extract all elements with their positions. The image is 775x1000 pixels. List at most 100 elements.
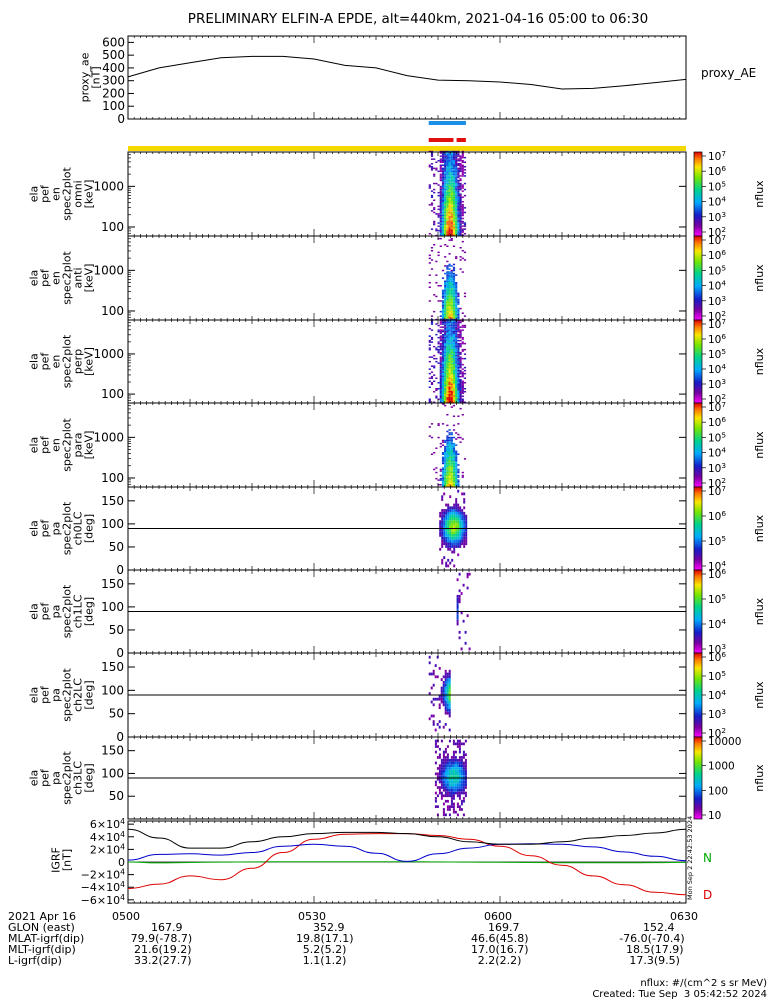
heatmap-cell (439, 318, 442, 320)
heatmap-cell (461, 161, 464, 163)
heatmap-cell (437, 341, 440, 343)
heatmap-cell (457, 225, 460, 227)
heatmap-cell (437, 484, 440, 486)
heatmap-cell (450, 769, 453, 773)
heatmap-cell (452, 753, 455, 757)
heatmap-cell (448, 470, 451, 472)
heatmap-cell (466, 575, 469, 579)
heatmap-cell (456, 611, 459, 615)
y-tick-label: 50 (109, 789, 124, 803)
heatmap-cell (457, 528, 460, 532)
heatmap-cell (450, 365, 453, 367)
heatmap-cell (441, 219, 445, 221)
heatmap-cell (448, 388, 451, 390)
heatmap-cell (463, 531, 466, 535)
heatmap-cell (449, 511, 452, 515)
heatmap-cell (455, 219, 458, 221)
heatmap-cell (446, 245, 449, 247)
heatmap-cell (439, 345, 442, 348)
heatmap-cell (455, 398, 458, 400)
heatmap-cell (455, 289, 458, 292)
heatmap-cell (450, 388, 453, 390)
heatmap-cell (459, 539, 462, 543)
heatmap-cell (455, 326, 458, 328)
heatmap-cell (450, 449, 453, 451)
heatmap-cell (448, 728, 451, 732)
heatmap-cell (428, 368, 431, 370)
heatmap-cell (452, 357, 456, 360)
heatmap-cell (446, 359, 449, 361)
heatmap-cell (455, 356, 458, 358)
heatmap-cell (445, 517, 448, 521)
heatmap-cell (450, 758, 453, 762)
heatmap-cell (441, 176, 445, 179)
heatmap-cell (439, 374, 442, 376)
annotation-value: 21.6(19.2) (134, 943, 192, 956)
heatmap-cell (450, 283, 453, 285)
heatmap-cell (444, 473, 447, 475)
heatmap-cell (448, 193, 451, 195)
heatmap-cell (457, 158, 460, 160)
heatmap-cell (455, 354, 458, 357)
heatmap-cell (456, 578, 459, 582)
heatmap-cell (428, 335, 431, 337)
heatmap-cell (457, 167, 460, 170)
heatmap-cell (439, 442, 442, 445)
heatmap-cell (461, 389, 464, 391)
heatmap-cell (455, 169, 458, 171)
heatmap-cell (448, 706, 451, 709)
heatmap-cell (447, 506, 450, 510)
heatmap-cell (448, 223, 451, 226)
colorbar-label: nflux (753, 597, 766, 625)
heatmap-cell (450, 234, 453, 236)
heatmap-cell (450, 285, 453, 287)
heatmap-cell (441, 545, 444, 548)
heatmap-cell (446, 468, 449, 471)
heatmap-cell (444, 711, 447, 715)
heatmap-cell (452, 783, 455, 787)
heatmap-cell (428, 166, 431, 168)
heatmap-cell (441, 321, 445, 324)
heatmap-cell (446, 301, 449, 304)
heatmap-cell (450, 301, 453, 304)
heatmap-cell (441, 330, 445, 333)
heatmap-cell (444, 265, 447, 267)
legend-igrf-n: N (703, 851, 712, 865)
heatmap-cell (444, 196, 447, 198)
heatmap-cell (446, 178, 449, 180)
heatmap-cell (452, 312, 456, 314)
heatmap-cell (444, 758, 447, 762)
heatmap-cell (448, 297, 451, 299)
heatmap-cell (452, 156, 456, 159)
heatmap-cell (450, 187, 453, 189)
heatmap-cell (453, 514, 456, 518)
heatmap-cell (457, 315, 460, 317)
heatmap-cell (435, 395, 438, 397)
heatmap-cell (452, 456, 456, 459)
heatmap-cell (455, 167, 458, 170)
heatmap-cell (442, 794, 445, 798)
heatmap-cell (436, 772, 439, 776)
heatmap-cell (444, 794, 447, 798)
heatmap-cell (448, 204, 451, 206)
heatmap-cell (444, 372, 447, 375)
y-tick-label: 50 (109, 540, 124, 554)
annotation-value: -76.0(-70.4) (619, 932, 685, 945)
heatmap-cell (457, 520, 460, 523)
heatmap-cell (455, 468, 458, 471)
heatmap-cell (444, 380, 447, 382)
heatmap-cell (454, 780, 457, 784)
heatmap-cell (453, 536, 456, 540)
heatmap-cell (442, 686, 445, 690)
heatmap-cell (452, 201, 456, 203)
heatmap-cell (448, 184, 451, 186)
heatmap-cell (435, 260, 438, 263)
heatmap-cell (433, 208, 436, 211)
heatmap-cell (463, 534, 466, 537)
heatmap-cell (457, 545, 460, 548)
heatmap-cell (456, 608, 459, 612)
heatmap-cell (446, 350, 449, 352)
heatmap-cell (439, 187, 442, 189)
heatmap-cell (457, 170, 460, 173)
